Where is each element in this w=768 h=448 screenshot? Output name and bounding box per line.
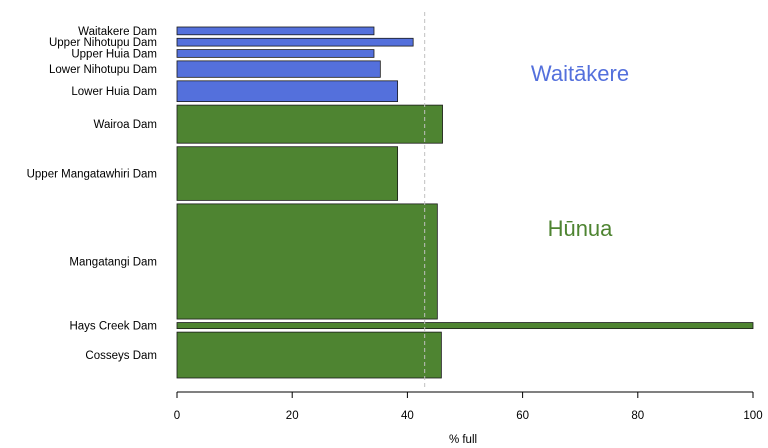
bar-lower-nihotupu-dam: [176, 60, 381, 78]
x-tick-label: 0: [174, 410, 180, 422]
bar-upper-nihotupu-dam: [176, 37, 414, 47]
x-tick-label: 100: [743, 410, 762, 422]
bars-layer: [176, 26, 754, 379]
category-label: Wairoa Dam: [94, 119, 157, 131]
group-label-waitakere: Waitākere: [531, 61, 629, 86]
x-tick-label: 40: [401, 410, 414, 422]
x-tick-label: 20: [286, 410, 299, 422]
category-label: Cosseys Dam: [85, 350, 157, 362]
group-label-hunua: Hūnua: [548, 216, 614, 241]
category-label: Mangatangi Dam: [69, 256, 157, 268]
category-label: Upper Nihotupu Dam: [49, 37, 157, 49]
x-tick-label: 60: [516, 410, 529, 422]
category-label: Lower Nihotupu Dam: [49, 64, 157, 76]
bar-mangatangi-dam: [176, 203, 438, 320]
x-axis: 0 20 40 60 80 100: [174, 391, 763, 422]
category-label: Lower Huia Dam: [71, 86, 157, 98]
bar-upper-huia-dam: [176, 49, 375, 58]
bar-hays-creek-dam: [176, 322, 754, 330]
x-axis-title: % full: [449, 434, 477, 446]
category-label: Hays Creek Dam: [69, 321, 157, 333]
category-label: Upper Huia Dam: [71, 48, 157, 60]
category-label: Upper Mangatawhiri Dam: [27, 169, 157, 181]
x-tick-label: 80: [631, 410, 644, 422]
bar-wairoa-dam: [176, 104, 443, 144]
bar-cosseys-dam: [176, 331, 442, 379]
bar-upper-mangatawhiri-dam: [176, 146, 399, 201]
category-label: Waitakere Dam: [78, 26, 157, 38]
bar-waitakere-dam: [176, 26, 375, 36]
bar-lower-huia-dam: [176, 80, 399, 103]
